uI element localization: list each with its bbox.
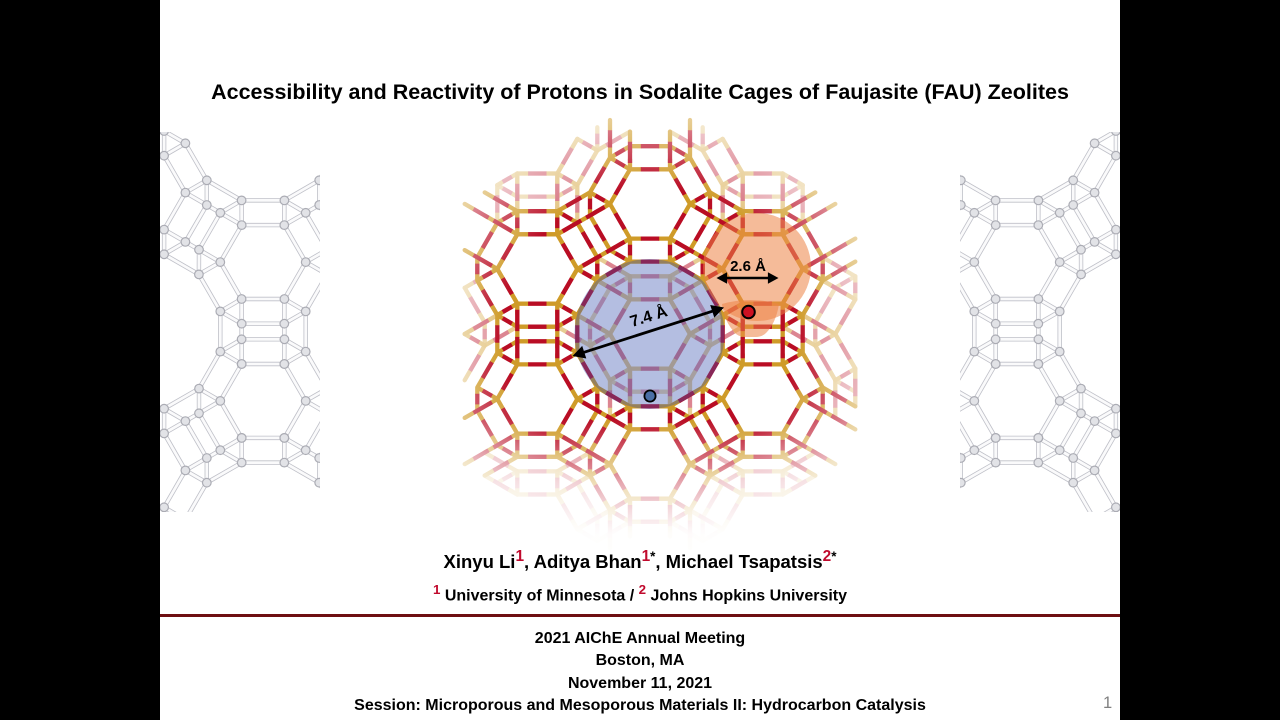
svg-text:2.6 Å: 2.6 Å: [730, 258, 766, 275]
